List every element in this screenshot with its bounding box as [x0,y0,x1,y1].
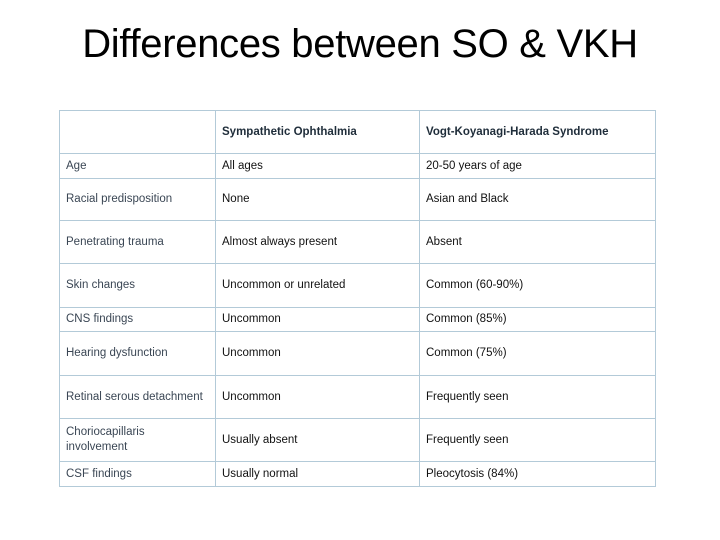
vkh-cell: 20-50 years of age [419,153,656,179]
vkh-cell: Common (85%) [419,307,656,332]
header-vkh: Vogt-Koyanagi-Harada Syndrome [419,110,656,154]
table-row: CSF findings Usually normal Pleocytosis … [59,461,656,487]
feature-cell: CNS findings [59,307,216,332]
header-sympathetic-ophthalmia: Sympathetic Ophthalmia [215,110,420,154]
vkh-cell: Absent [419,220,656,264]
so-cell: Uncommon [215,307,420,332]
feature-cell: Racial predisposition [59,178,216,221]
so-cell: Uncommon or unrelated [215,263,420,308]
table-row: Racial predisposition None Asian and Bla… [59,178,656,221]
table-row: Hearing dysfunction Uncommon Common (75%… [59,331,656,376]
vkh-cell: Asian and Black [419,178,656,221]
feature-cell: Retinal serous detachment [59,375,216,419]
so-cell: None [215,178,420,221]
feature-cell: CSF findings [59,461,216,487]
table-row: CNS findings Uncommon Common (85%) [59,307,656,332]
vkh-cell: Frequently seen [419,375,656,419]
slide-title: Differences between SO & VKH [82,22,638,66]
feature-cell: Hearing dysfunction [59,331,216,376]
feature-cell: Age [59,153,216,179]
feature-cell: Choriocapillaris involvement [59,418,216,462]
vkh-cell: Common (75%) [419,331,656,376]
vkh-cell: Common (60-90%) [419,263,656,308]
vkh-cell: Frequently seen [419,418,656,462]
so-cell: Uncommon [215,331,420,376]
feature-cell: Penetrating trauma [59,220,216,264]
table-row: Skin changes Uncommon or unrelated Commo… [59,263,656,308]
so-cell: Usually absent [215,418,420,462]
comparison-table: Sympathetic Ophthalmia Vogt-Koyanagi-Har… [59,110,656,487]
table-row: Retinal serous detachment Uncommon Frequ… [59,375,656,419]
feature-cell: Skin changes [59,263,216,308]
so-cell: Usually normal [215,461,420,487]
so-cell: Uncommon [215,375,420,419]
table-row: Penetrating trauma Almost always present… [59,220,656,264]
table-header-row: Sympathetic Ophthalmia Vogt-Koyanagi-Har… [59,110,656,154]
vkh-cell: Pleocytosis (84%) [419,461,656,487]
table-row: Choriocapillaris involvement Usually abs… [59,418,656,462]
so-cell: All ages [215,153,420,179]
table-row: Age All ages 20-50 years of age [59,153,656,179]
header-feature [59,110,216,154]
so-cell: Almost always present [215,220,420,264]
